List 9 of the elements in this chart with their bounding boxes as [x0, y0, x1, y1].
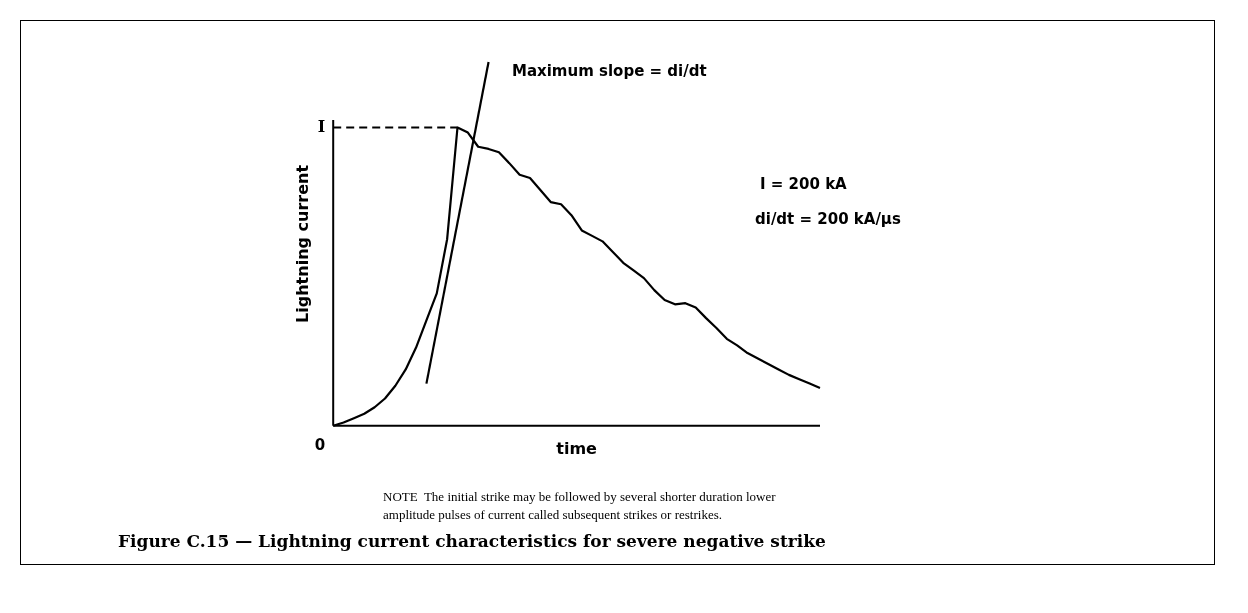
text: 0: [314, 435, 326, 454]
annotation: di/dt = 200 kA/μs: [755, 209, 901, 228]
ref-line-label: I: [317, 116, 326, 136]
x-axis-title: time: [556, 438, 598, 458]
annotation: Maximum slope = di/dt: [512, 61, 707, 80]
y-axis-title: Lightning current: [292, 164, 312, 323]
text: Figure C.15 — Lightning current characteristics for severe negative strike: [118, 531, 826, 552]
text: NOTE The initial strike may be followed by several shorter duration lower amplitude pulses of current called subsequent strikes or restrikes.: [383, 489, 777, 523]
annotation: I = 200 kA: [760, 174, 848, 193]
